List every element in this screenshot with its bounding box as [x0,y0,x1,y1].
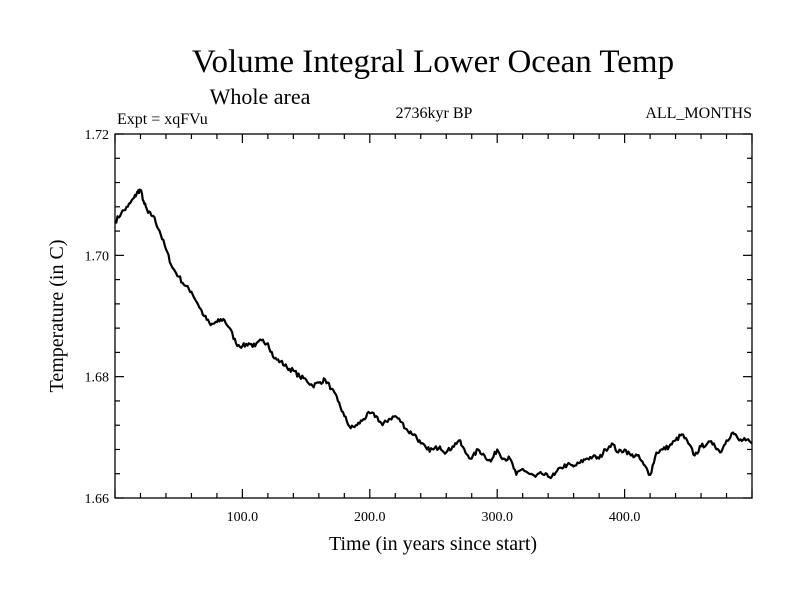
chart-subtitle: Whole area [210,84,311,109]
chart-title: Volume Integral Lower Ocean Temp [192,44,674,80]
x-tick-label: 400.0 [609,510,641,525]
x-tick-label: 200.0 [354,510,386,525]
y-tick-label: 1.72 [85,128,110,143]
plot-frame [114,133,753,499]
x-axis-label: Time (in years since start) [329,533,537,555]
y-tick-label: 1.70 [85,249,110,264]
temperature-series-line [115,188,752,480]
y-axis-label: Temperature (in C) [46,240,68,393]
experiment-label: Expt = xqFVu [117,111,208,128]
y-tick-label: 1.68 [85,371,110,386]
x-tick-label: 300.0 [481,510,513,525]
months-label: ALL_MONTHS [645,105,752,122]
y-tick-label: 1.66 [85,492,110,507]
period-label: 2736kyr BP [396,105,473,122]
x-tick-label: 100.0 [227,510,259,525]
